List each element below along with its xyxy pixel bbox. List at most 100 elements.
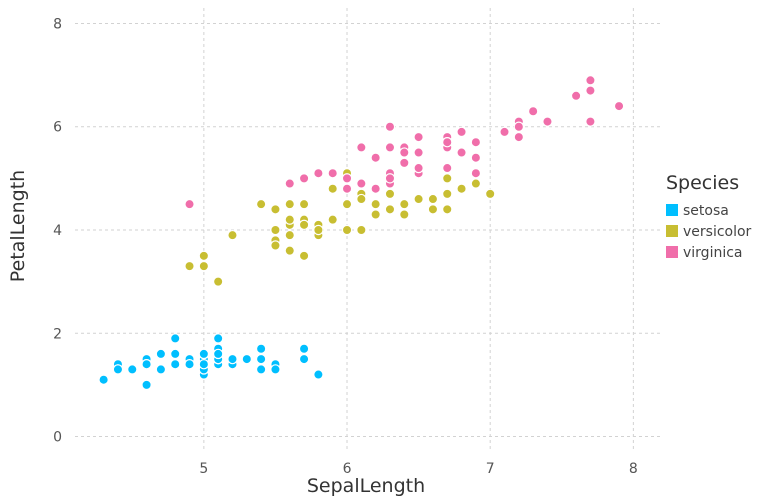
data-point-versicolor [341, 224, 353, 236]
data-point-versicolor [327, 214, 338, 225]
data-point-versicolor [442, 173, 453, 184]
data-point-setosa [141, 379, 152, 391]
data-point-versicolor [413, 193, 424, 205]
legend-item-versicolor: versicolor [666, 224, 752, 240]
data-point-versicolor [198, 260, 210, 272]
legend-swatch [666, 204, 678, 216]
data-point-versicolor [270, 224, 281, 236]
x-tick-label: 6 [343, 461, 352, 477]
data-point-setosa [198, 359, 210, 370]
series-setosa [98, 333, 324, 391]
data-point-versicolor [270, 204, 281, 215]
data-point-versicolor [284, 214, 295, 225]
data-point-virginica [356, 142, 367, 153]
series-virginica [184, 75, 625, 210]
data-point-virginica [570, 90, 582, 101]
data-point-virginica [399, 157, 410, 169]
data-point-setosa [98, 374, 109, 385]
data-point-virginica [284, 178, 295, 189]
data-point-virginica [413, 147, 424, 158]
data-point-setosa [241, 353, 253, 365]
data-point-versicolor [255, 198, 267, 210]
data-point-versicolor [356, 224, 367, 236]
y-tick-label: 2 [53, 326, 62, 342]
data-point-virginica [184, 198, 195, 210]
data-point-versicolor [227, 229, 238, 241]
y-axis-ticks: 0 2 4 6 8 [53, 16, 62, 445]
legend-swatch [666, 246, 678, 258]
data-point-virginica [442, 137, 453, 148]
data-point-virginica [399, 147, 410, 158]
data-point-setosa [184, 359, 195, 370]
x-tick-label: 7 [486, 461, 495, 477]
data-point-virginica [384, 142, 396, 153]
data-point-setosa [298, 353, 310, 365]
series-versicolor [184, 168, 496, 287]
data-point-versicolor [456, 183, 467, 194]
data-point-setosa [212, 348, 224, 360]
data-point-virginica [456, 126, 467, 138]
data-point-virginica [542, 116, 553, 127]
data-point-versicolor [427, 193, 439, 205]
data-point-versicolor [370, 209, 381, 220]
y-tick-label: 6 [53, 120, 62, 136]
data-point-versicolor [442, 188, 453, 200]
data-point-virginica [513, 131, 525, 143]
data-point-setosa [112, 364, 124, 375]
data-point-virginica [499, 126, 510, 138]
data-point-versicolor [313, 224, 324, 236]
data-point-setosa [270, 364, 281, 375]
data-point-virginica [370, 152, 381, 163]
data-point-virginica [384, 173, 396, 184]
data-point-versicolor [284, 245, 295, 256]
legend: Species setosa versicolor virginica [666, 172, 752, 261]
data-point-virginica [341, 183, 353, 194]
legend-item-virginica: virginica [666, 245, 743, 261]
data-point-versicolor [298, 198, 310, 210]
data-point-versicolor [442, 204, 453, 215]
data-point-versicolor [298, 219, 310, 231]
y-axis-title: PetalLength [7, 170, 29, 282]
data-point-setosa [127, 364, 138, 375]
data-point-versicolor [356, 193, 367, 205]
data-point-setosa [255, 343, 267, 354]
data-point-virginica [356, 178, 367, 189]
data-point-versicolor [327, 183, 338, 194]
data-point-virginica [527, 106, 539, 117]
legend-label: versicolor [683, 224, 752, 240]
data-point-setosa [170, 348, 181, 360]
data-point-virginica [585, 75, 596, 86]
x-tick-label: 8 [629, 461, 638, 477]
data-point-virginica [585, 116, 596, 127]
legend-items: setosa versicolor virginica [666, 203, 752, 261]
data-point-setosa [212, 333, 224, 344]
data-point-setosa [170, 359, 181, 370]
data-point-virginica [585, 85, 596, 96]
legend-item-setosa: setosa [666, 203, 729, 219]
data-point-versicolor [284, 229, 295, 241]
data-point-virginica [413, 162, 424, 174]
legend-label: setosa [683, 203, 729, 219]
data-point-virginica [313, 168, 324, 179]
data-point-virginica [513, 121, 525, 132]
data-point-virginica [384, 121, 396, 132]
data-point-setosa [227, 353, 238, 365]
x-axis-ticks: 5 6 7 8 [199, 461, 637, 477]
data-points [98, 75, 625, 391]
grid-lines [75, 8, 662, 452]
data-point-versicolor [341, 198, 353, 210]
data-point-versicolor [484, 188, 496, 200]
y-tick-label: 0 [53, 430, 62, 446]
x-tick-label: 5 [199, 461, 208, 477]
legend-label: virginica [683, 245, 743, 261]
data-point-versicolor [427, 204, 439, 215]
data-point-setosa [155, 364, 167, 375]
data-point-setosa [298, 343, 310, 354]
data-point-versicolor [212, 276, 224, 287]
data-point-versicolor [384, 204, 396, 215]
data-point-virginica [341, 173, 353, 184]
data-point-versicolor [370, 198, 381, 210]
data-point-virginica [413, 131, 424, 143]
data-point-setosa [255, 364, 267, 375]
